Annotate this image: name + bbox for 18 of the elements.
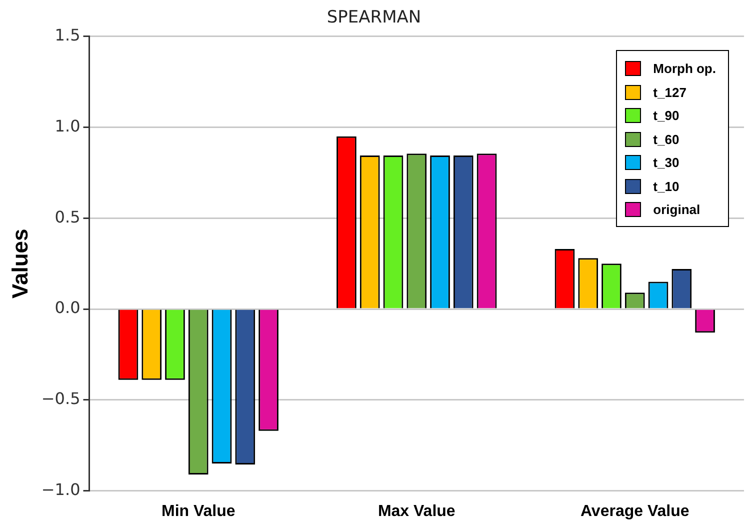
y-tick-label: 1.5 [54, 26, 80, 45]
x-tick-label: Average Value [580, 502, 690, 520]
legend-label: t_90 [653, 108, 680, 124]
legend-label: original [653, 202, 700, 218]
y-tick-label: −0.5 [41, 389, 80, 408]
legend-label: t_127 [653, 84, 686, 100]
x-tick-label: Min Value [161, 502, 236, 520]
legend-label: t_30 [653, 155, 680, 170]
legend-label: Morph op. [653, 61, 716, 76]
y-tick-label: 0.0 [54, 298, 80, 318]
legend-label: t_60 [653, 132, 680, 147]
y-tick-label: −1.0 [41, 480, 80, 499]
y-tick-label: 1.0 [54, 116, 80, 136]
legend-label: t_10 [653, 178, 680, 194]
chart-title: SPEARMAN [326, 8, 422, 28]
y-axis-title: Values [7, 228, 32, 298]
y-tick-label: 0.5 [54, 207, 80, 226]
x-tick-label: Max Value [378, 502, 456, 520]
